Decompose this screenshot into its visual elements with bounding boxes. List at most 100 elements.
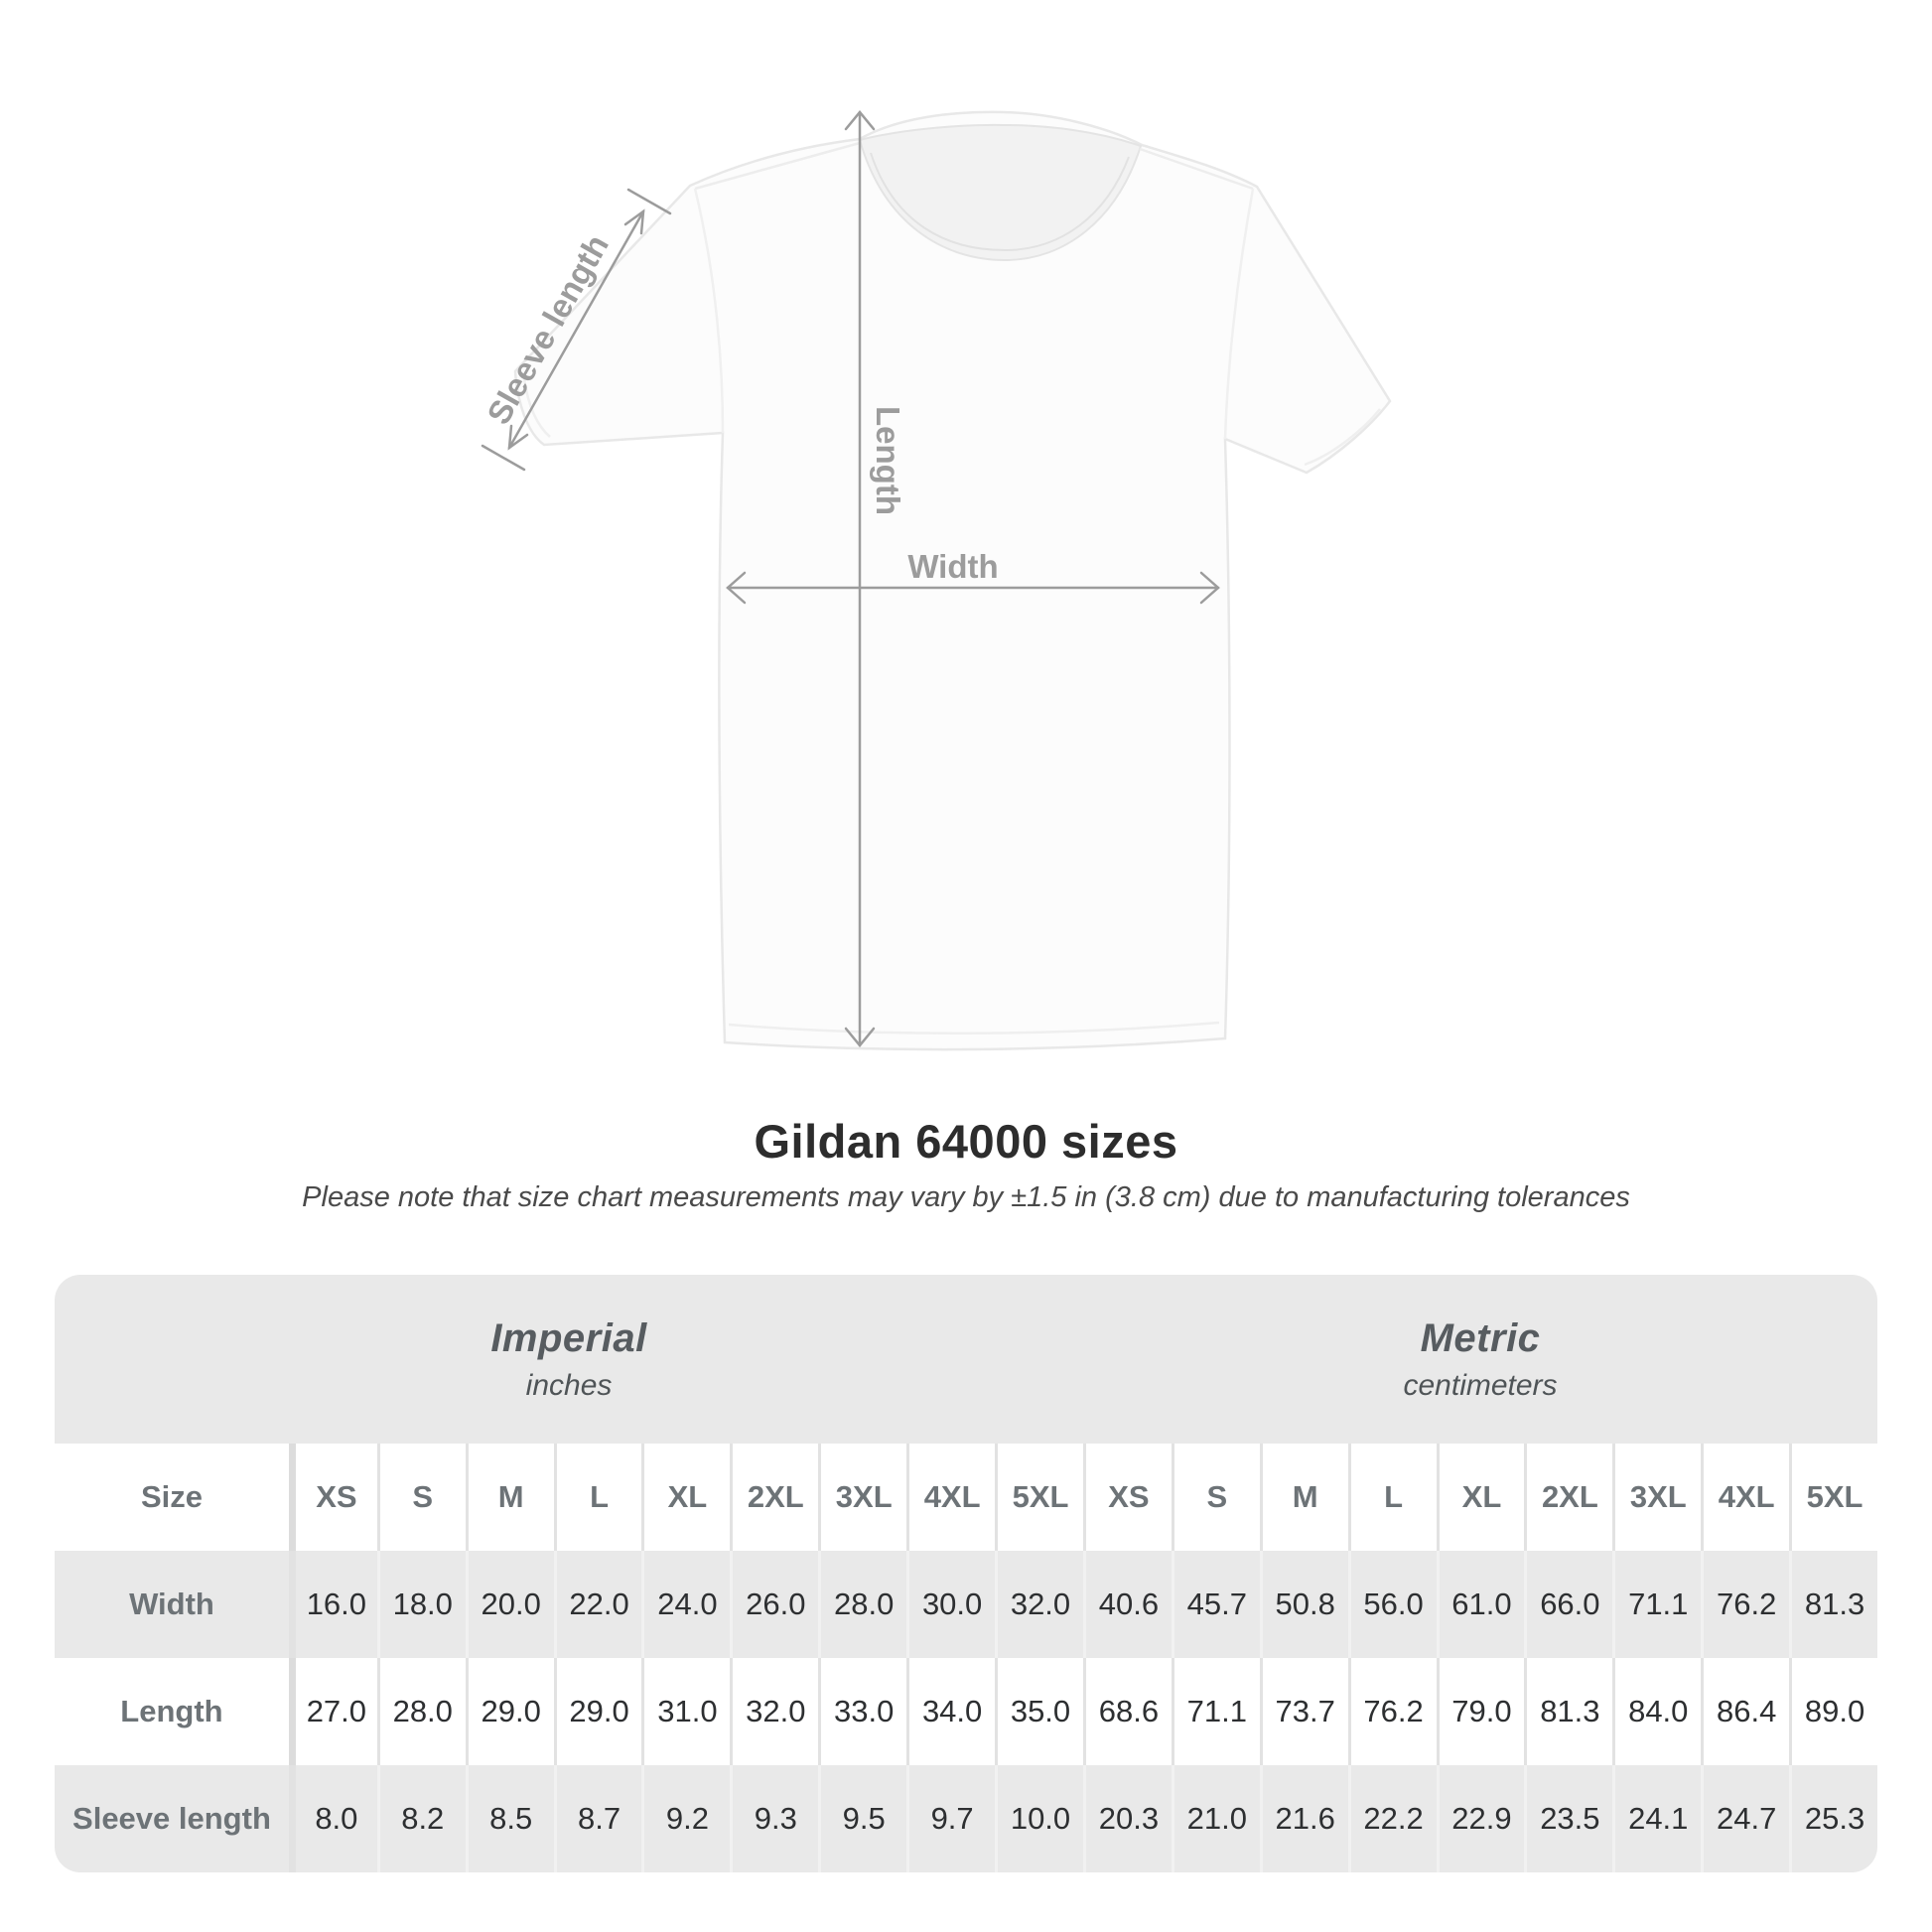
shirt-illustration: Sleeve length Length Width bbox=[480, 110, 1392, 1051]
value-cell-metric: 89.0 bbox=[1789, 1658, 1877, 1765]
value-cell-metric: 84.0 bbox=[1612, 1658, 1702, 1765]
value-cell-metric: 21.0 bbox=[1171, 1765, 1260, 1872]
value-cell-metric: 81.3 bbox=[1789, 1551, 1877, 1658]
value-cell-imperial: 9.3 bbox=[730, 1765, 818, 1872]
row-label: Width bbox=[129, 1587, 214, 1621]
shoulder-seams bbox=[694, 141, 1254, 191]
value-cell-imperial: 9.2 bbox=[641, 1765, 730, 1872]
value-cell-metric: 61.0 bbox=[1436, 1551, 1525, 1658]
value-cell-metric: 76.2 bbox=[1347, 1658, 1437, 1765]
size-header-metric-5xl: 5XL bbox=[1789, 1444, 1877, 1551]
value-cell-metric: 76.2 bbox=[1701, 1551, 1789, 1658]
metric-title: Metric bbox=[1420, 1315, 1541, 1360]
value-cell-metric: 56.0 bbox=[1347, 1551, 1437, 1658]
value-cell-imperial: 35.0 bbox=[995, 1658, 1083, 1765]
value-cell-imperial: 9.5 bbox=[818, 1765, 906, 1872]
value-cell-imperial: 9.7 bbox=[906, 1765, 995, 1872]
size-header-metric-3xl: 3XL bbox=[1612, 1444, 1702, 1551]
length-label: Length bbox=[870, 406, 906, 515]
imperial-header: Imperial inches bbox=[55, 1275, 1083, 1444]
size-header-imperial-5xl: 5XL bbox=[995, 1444, 1083, 1551]
metric-header: Metric centimeters bbox=[1083, 1275, 1877, 1444]
value-cell-metric: 68.6 bbox=[1082, 1658, 1172, 1765]
hem-stitches bbox=[522, 378, 1381, 1035]
size-table-grid: Size XS S M L XL 2XL 3XL 4XL 5XL XS S M L XL 2XL 3XL 4XL 5… bbox=[55, 1444, 1877, 1872]
tshirt-body bbox=[513, 110, 1392, 1051]
page-title: Gildan 64000 sizes bbox=[754, 1115, 1178, 1168]
size-header-imperial-s: S bbox=[376, 1444, 466, 1551]
sleeve-length-arrow bbox=[481, 188, 672, 472]
value-cell-metric: 22.2 bbox=[1347, 1765, 1437, 1872]
value-cell-imperial: 18.0 bbox=[376, 1551, 466, 1658]
unit-header-band: Imperial inches Metric centimeters bbox=[55, 1275, 1877, 1444]
row-label: Length bbox=[55, 1658, 289, 1765]
value-cell-metric: 50.8 bbox=[1259, 1551, 1348, 1658]
value-cell-imperial: 8.5 bbox=[465, 1765, 554, 1872]
size-header-metric-2xl: 2XL bbox=[1524, 1444, 1613, 1551]
value-cell-imperial: 30.0 bbox=[906, 1551, 995, 1658]
size-header-metric-s: S bbox=[1171, 1444, 1260, 1551]
width-label: Width bbox=[907, 548, 998, 585]
size-header-metric-m: M bbox=[1259, 1444, 1348, 1551]
size-header-metric-xl: XL bbox=[1436, 1444, 1525, 1551]
size-col-header: Size bbox=[55, 1444, 289, 1551]
tolerance-note: Please note that size chart measurements… bbox=[302, 1181, 1630, 1214]
size-header-imperial-xl: XL bbox=[641, 1444, 731, 1551]
value-cell-imperial: 26.0 bbox=[730, 1551, 818, 1658]
value-cell-imperial: 28.0 bbox=[818, 1551, 906, 1658]
value-cell-imperial: 24.0 bbox=[641, 1551, 730, 1658]
value-cell-imperial: 8.0 bbox=[288, 1765, 377, 1872]
value-cell-imperial: 22.0 bbox=[553, 1551, 642, 1658]
collar-stitch bbox=[870, 152, 1130, 252]
value-cell-metric: 25.3 bbox=[1789, 1765, 1877, 1872]
row-label: Sleeve length bbox=[72, 1801, 271, 1836]
value-cell-metric: 81.3 bbox=[1524, 1658, 1613, 1765]
value-cell-metric: 71.1 bbox=[1171, 1658, 1260, 1765]
value-cell-metric: 20.3 bbox=[1082, 1765, 1172, 1872]
size-header-imperial-l: L bbox=[553, 1444, 642, 1551]
value-cell-metric: 21.6 bbox=[1259, 1765, 1348, 1872]
value-cell-metric: 73.7 bbox=[1259, 1658, 1348, 1765]
value-cell-imperial: 20.0 bbox=[465, 1551, 554, 1658]
value-cell-imperial: 32.0 bbox=[730, 1658, 819, 1765]
shirt-diagram: Sleeve length Length Width bbox=[480, 110, 1392, 1051]
value-cell-imperial: 34.0 bbox=[906, 1658, 996, 1765]
heading-block: Gildan 64000 sizes Please note that size… bbox=[0, 1114, 1932, 1214]
size-header-imperial-3xl: 3XL bbox=[818, 1444, 907, 1551]
size-header-metric-xs: XS bbox=[1082, 1444, 1172, 1551]
value-cell-metric: 24.7 bbox=[1701, 1765, 1789, 1872]
value-cell-metric: 23.5 bbox=[1524, 1765, 1612, 1872]
value-cell-imperial: 10.0 bbox=[995, 1765, 1083, 1872]
value-cell-metric: 79.0 bbox=[1436, 1658, 1525, 1765]
armhole-seams bbox=[693, 188, 1255, 440]
value-cell-imperial: 27.0 bbox=[288, 1658, 377, 1765]
value-cell-metric: 22.9 bbox=[1436, 1765, 1525, 1872]
value-cell-imperial: 29.0 bbox=[465, 1658, 554, 1765]
length-arrow bbox=[844, 110, 876, 1047]
tshirt-collar bbox=[858, 123, 1143, 262]
value-cell-imperial: 16.0 bbox=[288, 1551, 377, 1658]
value-cell-metric: 66.0 bbox=[1524, 1551, 1612, 1658]
size-header-imperial-m: M bbox=[465, 1444, 554, 1551]
value-cell-imperial: 33.0 bbox=[818, 1658, 907, 1765]
size-header-imperial-4xl: 4XL bbox=[906, 1444, 996, 1551]
value-cell-imperial: 8.7 bbox=[553, 1765, 642, 1872]
imperial-title: Imperial bbox=[490, 1315, 647, 1360]
imperial-unit: inches bbox=[525, 1368, 613, 1402]
value-cell-metric: 40.6 bbox=[1082, 1551, 1172, 1658]
size-header-metric-4xl: 4XL bbox=[1701, 1444, 1790, 1551]
value-cell-imperial: 28.0 bbox=[376, 1658, 466, 1765]
size-header-metric-l: L bbox=[1347, 1444, 1437, 1551]
value-cell-imperial: 8.2 bbox=[376, 1765, 466, 1872]
value-cell-imperial: 29.0 bbox=[553, 1658, 642, 1765]
value-cell-imperial: 32.0 bbox=[995, 1551, 1083, 1658]
value-cell-metric: 86.4 bbox=[1701, 1658, 1790, 1765]
value-cell-metric: 24.1 bbox=[1612, 1765, 1701, 1872]
value-cell-metric: 45.7 bbox=[1171, 1551, 1260, 1658]
size-table: Imperial inches Metric centimeters Size X… bbox=[55, 1275, 1877, 1872]
value-cell-metric: 71.1 bbox=[1612, 1551, 1701, 1658]
value-cell-imperial: 31.0 bbox=[641, 1658, 731, 1765]
size-header-imperial-xs: XS bbox=[288, 1444, 377, 1551]
width-arrow bbox=[726, 571, 1220, 605]
